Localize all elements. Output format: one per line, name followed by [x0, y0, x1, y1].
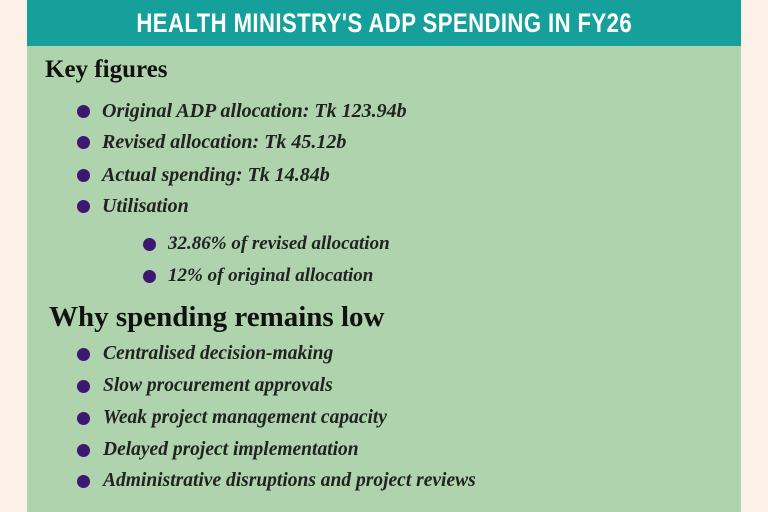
reason-item: Centralised decision-making: [77, 343, 333, 365]
key-figures-heading: Key figures: [45, 56, 168, 83]
bullet-dot-icon: [77, 443, 90, 457]
key-figure-item: Utilisation: [77, 195, 189, 218]
utilisation-sub-text: 12% of original allocation: [168, 265, 374, 286]
reason-text: Slow procurement approvals: [103, 375, 333, 396]
reason-text: Centralised decision-making: [103, 343, 334, 364]
reason-text: Administrative disruptions and project r…: [103, 470, 476, 491]
key-figure-item: Revised allocation: Tk 45.12b: [77, 131, 346, 154]
utilisation-sub-item: 32.86% of revised allocation: [143, 233, 390, 255]
reason-item: Weak project management capacity: [77, 407, 387, 429]
reason-item: Slow procurement approvals: [77, 375, 333, 397]
utilisation-sub-text: 32.86% of revised allocation: [168, 233, 390, 254]
reason-text: Weak project management capacity: [103, 407, 387, 428]
bullet-dot-icon: [77, 105, 90, 118]
bullet-dot-icon: [77, 411, 90, 425]
key-figure-text: Original ADP allocation: Tk 123.94b: [102, 100, 407, 122]
infographic-title: HEALTH MINISTRY'S ADP SPENDING IN FY26: [136, 7, 632, 38]
bullet-dot-icon: [77, 136, 90, 149]
reason-item: Delayed project implementation: [77, 439, 359, 461]
bullet-dot-icon: [77, 347, 90, 361]
bullet-dot-icon: [77, 200, 90, 213]
key-figure-item: Original ADP allocation: Tk 123.94b: [77, 100, 407, 123]
key-figure-item: Actual spending: Tk 14.84b: [77, 164, 330, 187]
header-banner: HEALTH MINISTRY'S ADP SPENDING IN FY26: [27, 0, 741, 46]
bullet-dot-icon: [77, 169, 90, 182]
key-figure-text: Utilisation: [102, 195, 189, 217]
why-spending-low-heading: Why spending remains low: [49, 301, 385, 333]
reason-text: Delayed project implementation: [103, 439, 359, 460]
reason-item: Administrative disruptions and project r…: [77, 470, 476, 492]
bullet-dot-icon: [77, 474, 90, 488]
key-figure-text: Revised allocation: Tk 45.12b: [102, 131, 347, 153]
bullet-dot-icon: [77, 379, 90, 393]
bullet-dot-icon: [143, 237, 156, 251]
infographic-card: HEALTH MINISTRY'S ADP SPENDING IN FY26 K…: [27, 0, 741, 512]
utilisation-sub-item: 12% of original allocation: [143, 265, 373, 287]
bullet-dot-icon: [143, 269, 156, 283]
key-figure-text: Actual spending: Tk 14.84b: [102, 164, 330, 186]
